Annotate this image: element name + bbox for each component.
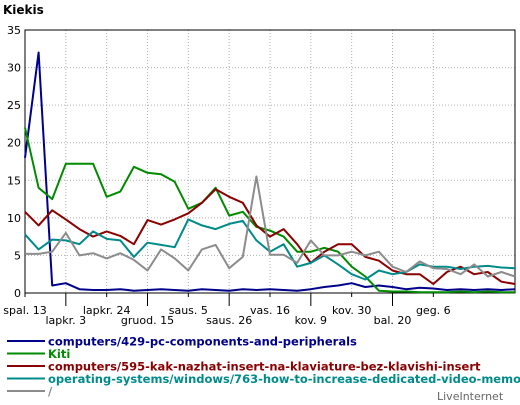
brand-label: LiveInternet [437,390,504,403]
legend-label: operating-systems/windows/763-how-to-inc… [48,372,520,386]
y-tick-label: 10 [7,212,21,225]
series-line [24,188,516,285]
chart-title: Kiekis [3,3,44,17]
legend-label: computers/595-kak-nazhat-insert-na-klavi… [48,360,481,374]
x-tick-label: gruod. 15 [121,314,174,327]
x-tick-label: spal. 13 [3,304,47,317]
y-tick-label: 0 [14,287,21,300]
x-tick-label: saus. 26 [206,314,252,327]
series-line [24,127,515,294]
x-tick-label: bal. 20 [374,314,412,327]
y-tick-label: 5 [14,249,21,262]
x-tick-label: lapkr. 3 [46,314,87,327]
series-line [24,51,516,292]
x-tick-label: vas. 16 [250,304,290,317]
y-tick-label: 20 [7,137,21,150]
x-tick-label: kov. 30 [332,304,371,317]
x-tick-label: lapkr. 24 [83,304,131,317]
series-lines [24,51,516,294]
y-tick-label: 30 [7,62,21,75]
legend-label: / [48,385,53,399]
y-tick-label: 35 [7,24,21,37]
legend-label: Kiti [48,347,70,361]
y-tick-label: 15 [7,174,21,187]
x-tick-label: saus. 5 [169,304,208,317]
y-axis-ticks: 0 5 10 15 20 25 30 35 [7,24,21,300]
x-tick-label: kov. 9 [295,314,327,327]
series-line [25,175,516,278]
y-tick-label: 25 [7,99,21,112]
legend-label: computers/429-pc-components-and-peripher… [48,335,357,349]
x-tick-label: geg. 6 [416,304,451,317]
legend: computers/429-pc-components-and-peripher… [7,335,520,399]
